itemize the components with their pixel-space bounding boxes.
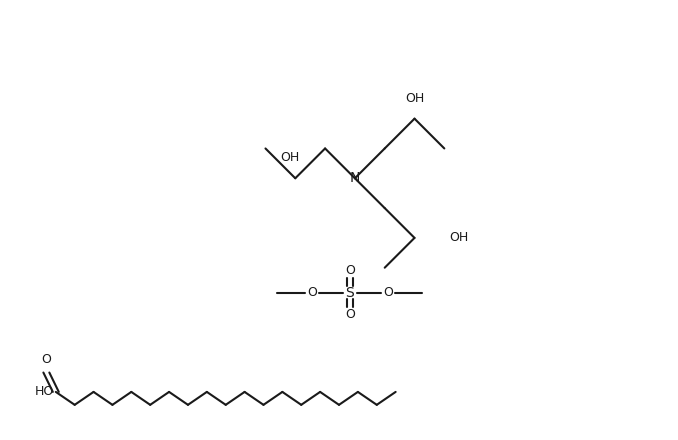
Text: S: S [346, 286, 355, 300]
Text: O: O [345, 264, 355, 277]
Text: N: N [350, 171, 360, 185]
Text: OH: OH [281, 151, 300, 165]
Text: OH: OH [450, 231, 468, 244]
Text: O: O [345, 308, 355, 321]
Text: O: O [383, 286, 393, 299]
Text: OH: OH [405, 92, 424, 105]
Text: O: O [307, 286, 317, 299]
Text: O: O [41, 352, 52, 366]
Text: HO: HO [35, 385, 54, 398]
